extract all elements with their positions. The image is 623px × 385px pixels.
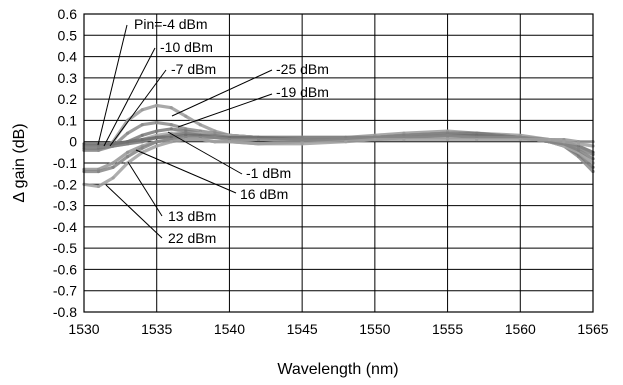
y-tick-labels: 0.6 0.5 0.4 0.3 0.2 0.1 0 -0.1 -0.2 -0.3 -0.4 -0.5 -… [53,6,77,320]
series-point-7 [126,155,130,159]
annotation-label: Pin=-4 dBm [134,16,208,32]
series-point-2 [169,127,173,131]
y-tick-label: -0.6 [53,261,77,277]
series-point-1 [155,121,159,125]
x-tick-label: 1560 [505,321,536,337]
x-tick-label: 1540 [214,321,245,337]
series-point-8 [227,140,231,144]
y-tick-label: 0.2 [58,91,78,107]
annotation-leader-line [171,69,273,117]
series-point-1 [126,131,130,135]
series-point-8 [184,138,188,142]
annotation-leader-line [103,47,156,147]
x-tick-label: 1555 [432,321,463,337]
series-point-8 [547,138,552,142]
y-tick-label: 0.5 [58,27,78,43]
x-tick-labels: 1530 1535 1540 1545 1550 1555 1560 1565 [68,321,608,337]
series-point-7 [96,169,101,174]
series-point-7 [256,138,261,142]
series-point-7 [140,146,144,150]
y-tick-label: 0 [69,134,77,150]
series-point-8 [213,140,217,144]
series-point-8 [256,142,261,146]
annotation-label: 16 dBm [240,186,288,202]
annotation-leader-line [97,24,128,146]
series-point-6 [126,150,130,154]
y-axis-title: Δ gain (dB) [11,123,28,202]
series-point-0 [184,114,188,118]
series-layer [82,103,595,188]
series-point-6 [111,161,115,165]
plot-frame [83,13,594,313]
x-tick-label: 1545 [287,321,318,337]
series-point-8 [155,144,159,148]
y-tick-label: -0.1 [53,155,77,171]
y-tick-label: 0.1 [58,112,78,128]
annotation-label: -7 dBm [171,61,216,77]
series-point-7 [300,138,304,142]
series-point-8 [198,138,202,142]
annotation-label: 13 dBm [168,208,216,224]
annotation-label: -10 dBm [160,39,213,55]
series-point-8 [562,140,566,144]
annotation-label: -25 dBm [276,61,329,77]
series-point-0 [155,103,159,108]
x-tick-label: 1535 [141,321,172,337]
annotation-label: -1 dBm [246,165,291,181]
series-point-2 [140,133,144,137]
y-tick-label: -0.3 [53,198,77,214]
y-tick-label: 0.6 [58,6,78,22]
series-point-7 [446,133,450,137]
series-point-8 [402,138,406,142]
annotation-leader-line [135,149,237,194]
series-point-8 [300,142,304,146]
y-tick-label: -0.8 [53,304,77,320]
x-tick-label: 1565 [577,321,608,337]
series-point-1 [169,123,173,127]
annotation-leader-line [177,93,273,128]
series-point-0 [140,108,144,112]
y-tick-label: 0.3 [58,70,78,86]
y-tick-label: -0.7 [53,283,77,299]
series-point-5 [126,140,130,144]
series-point-8 [576,142,581,146]
y-tick-label: 0.4 [58,49,78,65]
series-point-7 [576,146,581,150]
series-point-0 [169,106,173,110]
x-tick-label: 1550 [359,321,390,337]
x-tick-label: 1530 [68,321,99,337]
series-point-5 [155,135,159,140]
series-point-8 [518,138,522,142]
series-point-5 [140,138,144,142]
annotation-leader-line [105,184,163,239]
series-point-1 [140,123,144,127]
y-tick-label: -0.2 [53,176,77,192]
series-point-7 [111,165,115,169]
series-point-8 [96,184,101,188]
series-point-2 [155,129,159,133]
series-point-7 [155,140,159,144]
annotation-leader-line [109,69,167,147]
series-point-8 [169,140,173,144]
annotation-label: 22 dBm [168,230,216,246]
y-tick-label: -0.5 [53,240,77,256]
series-point-8 [373,138,377,142]
x-axis-title: Wavelength (nm) [277,361,398,378]
series-point-7 [213,135,217,140]
series-point-8 [475,138,479,142]
annotation-leader-line [167,131,243,175]
annotation-leader-line [127,161,163,217]
series-point-8 [446,138,450,142]
series-point-8 [344,140,348,144]
annotations: Pin=-4 dBm -10 dBm -7 dBm -25 dBm -19 dBm -1 … [97,16,329,246]
y-tick-label: -0.4 [53,219,77,235]
series-point-0 [198,123,202,127]
series-point-8 [111,176,115,180]
annotation-label: -19 dBm [276,84,329,100]
